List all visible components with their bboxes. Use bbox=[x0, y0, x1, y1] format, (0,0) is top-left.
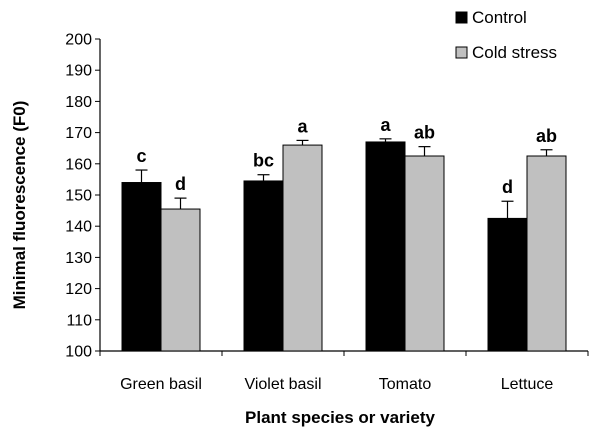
legend-label: Control bbox=[472, 8, 527, 27]
significance-label: a bbox=[297, 116, 308, 136]
y-tick-label: 190 bbox=[65, 63, 92, 80]
x-tick-label: Violet basil bbox=[244, 376, 321, 393]
legend-swatch bbox=[455, 46, 468, 59]
y-tick-label: 110 bbox=[66, 312, 92, 329]
bar-control bbox=[365, 141, 406, 352]
y-tick-label: 200 bbox=[65, 32, 92, 49]
y-axis: 100 110 120 130 140 150 160 170 180 190 200 bbox=[65, 32, 101, 361]
legend: Control Cold stress bbox=[455, 8, 557, 62]
legend-swatch bbox=[455, 11, 468, 24]
x-tick-label: Tomato bbox=[379, 376, 432, 393]
bar-control bbox=[121, 182, 162, 352]
bar-cold-stress bbox=[526, 155, 567, 352]
y-tick-label: 130 bbox=[65, 250, 92, 267]
significance-label: d bbox=[502, 177, 513, 197]
x-tick-label: Lettuce bbox=[501, 376, 554, 393]
y-tick-label: 100 bbox=[65, 344, 92, 361]
bar-control bbox=[487, 217, 528, 352]
significance-label: ab bbox=[536, 126, 557, 146]
bar-cold-stress bbox=[404, 155, 445, 352]
significance-label: d bbox=[175, 174, 186, 194]
y-tick-label: 150 bbox=[65, 188, 92, 205]
significance-label: ab bbox=[414, 123, 435, 143]
legend-label: Cold stress bbox=[472, 43, 557, 62]
y-tick-label: 140 bbox=[65, 219, 92, 236]
y-tick-label: 160 bbox=[65, 156, 92, 173]
bar-cold-stress bbox=[160, 208, 201, 352]
y-axis-title: Minimal fluorescence (F0) bbox=[10, 101, 29, 310]
y-tick-label: 180 bbox=[65, 94, 92, 111]
y-tick-label: 120 bbox=[65, 281, 92, 298]
significance-label: a bbox=[380, 115, 391, 135]
significance-label: c bbox=[136, 146, 146, 166]
significance-label: bc bbox=[253, 151, 274, 171]
x-axis-title: Plant species or variety bbox=[245, 408, 435, 427]
x-axis: Green basil Violet basil Tomato Lettuce bbox=[99, 350, 589, 393]
bars: c d bc a a ab d ab bbox=[121, 115, 567, 352]
y-tick-label: 170 bbox=[65, 125, 92, 142]
bar-cold-stress bbox=[282, 144, 323, 352]
x-tick-label: Green basil bbox=[120, 376, 202, 393]
bar-control bbox=[243, 180, 284, 352]
